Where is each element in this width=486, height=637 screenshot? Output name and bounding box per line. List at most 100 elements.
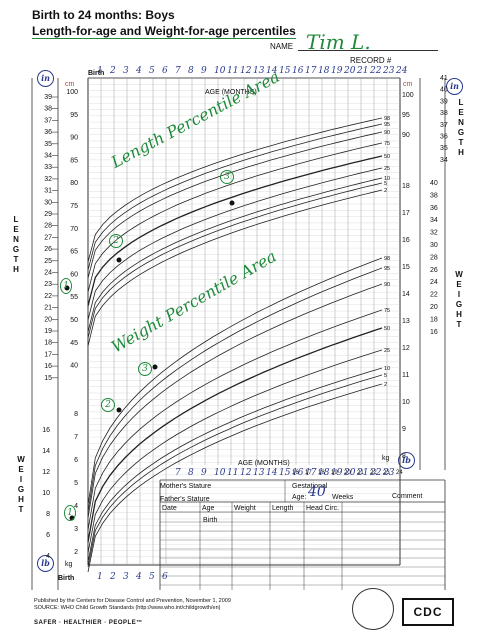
table-col-header: Weight (234, 505, 256, 512)
left-cm-tick: 95 (70, 112, 78, 119)
top-month-label: 14 (266, 66, 278, 76)
table-col-header: Head Circ. (306, 505, 340, 512)
length-percentile-label: 25 (384, 166, 390, 172)
top-month-label: 7 (175, 66, 181, 76)
mark-length-2: 2 (109, 234, 123, 248)
right-lb-tick: 20 (430, 304, 438, 311)
left-cm-tick: 40 (70, 363, 78, 370)
left-inch-tick: 31 (44, 188, 52, 195)
measurement-point (116, 257, 122, 263)
left-lb-tick: 8 (46, 511, 50, 518)
left-cm-tick: 70 (70, 226, 78, 233)
length-percentile-label: 95 (384, 122, 390, 128)
right-kg-tick: 11 (402, 372, 409, 379)
mark-weight-3: 3 (138, 362, 152, 376)
left-inch-tick: 29 (44, 211, 52, 218)
bottom-month-printed: 22 (370, 470, 377, 476)
left-cm-tick: 60 (70, 271, 78, 278)
bottom-month-handwritten: 15 (279, 468, 291, 478)
name-line (298, 50, 438, 51)
bottom-month-handwritten: 22 (370, 468, 382, 478)
left-cm-tick: 55 (70, 294, 78, 301)
left-inch-tick: 19 (44, 328, 52, 335)
left-cm-unit: cm (65, 81, 75, 88)
right-kg-tick: 18 (402, 183, 410, 190)
right-lb-tick: 18 (430, 316, 438, 323)
mark-length-1: 1 (60, 278, 72, 294)
gestational-age-value: 40 (308, 484, 326, 500)
bottom-month-printed: 16 (292, 470, 299, 476)
right-lb-tick: 22 (430, 292, 438, 299)
left-inch-tick: 17 (44, 351, 52, 358)
right-lb-tick: 26 (430, 267, 438, 274)
footer-line2: SOURCE: WHO Child Growth Standards (http… (34, 605, 221, 611)
weight-percentile-label: 10 (384, 366, 390, 372)
name-value: Tim L. (306, 30, 371, 54)
table-col-header: Length (272, 505, 294, 512)
left-kg-tick: 4 (74, 503, 78, 510)
weight-curve-98 (87, 257, 383, 506)
bottom-month-left: 2 (110, 572, 116, 582)
table-col-header: Age (202, 505, 215, 512)
top-month-label: 12 (240, 66, 252, 76)
bottom-month-handwritten: 18 (318, 468, 330, 478)
right-inch-tick: 34 (440, 157, 448, 164)
left-inch-tick: 21 (44, 305, 52, 312)
left-inch-tick: 22 (44, 293, 52, 300)
right-inch-tick: 37 (440, 122, 448, 129)
right-kg-tick: 16 (402, 237, 410, 244)
weight-percentile-label: 95 (384, 266, 390, 272)
bottom-month-handwritten: 21 (357, 468, 369, 478)
length-curve-25 (87, 167, 383, 321)
lb-unit-right: lb (398, 452, 415, 469)
length-curve-50 (87, 155, 383, 307)
hhs-seal (352, 588, 394, 630)
left-inch-tick: 34 (44, 153, 52, 160)
length-curve-5 (87, 182, 383, 339)
right-inch-tick: 38 (440, 110, 448, 117)
mark-length-3: 3 (220, 170, 234, 184)
right-inch-tick: 35 (440, 145, 448, 152)
weight-percentile-label: 50 (384, 326, 390, 332)
inch-unit-left: in (37, 70, 54, 87)
length-percentile-label: 98 (384, 116, 390, 122)
weight-curve-95 (87, 267, 383, 513)
cdc-logo: CDC (402, 598, 454, 626)
bottom-month-left: 3 (123, 572, 129, 582)
fathers-stature: Father's Stature (160, 496, 210, 503)
left-cm-tick: 45 (70, 340, 78, 347)
measurement-point (152, 364, 158, 370)
bottom-month-handwritten: 7 (175, 468, 181, 478)
left-kg-unit: kg (65, 561, 73, 568)
weight-percentile-label: 75 (384, 308, 390, 314)
right-kg-tick: 9 (402, 426, 406, 433)
bottom-month-printed: 17 (305, 470, 312, 476)
top-month-label: 3 (123, 66, 129, 76)
bottom-month-handwritten: 23 (383, 468, 395, 478)
weight-curve-75 (87, 309, 383, 531)
top-month-label: 9 (201, 66, 207, 76)
left-inch-tick: 18 (44, 340, 52, 347)
length-percentile-label: 50 (384, 154, 390, 160)
bottom-month-handwritten: 13 (253, 468, 265, 478)
left-kg-tick: 8 (74, 411, 78, 418)
footer-text: Published by the Centers for Disease Con… (34, 598, 231, 612)
left-kg-tick: 3 (74, 526, 78, 533)
top-month-label: 8 (188, 66, 194, 76)
bottom-month-printed: 21 (357, 470, 364, 476)
right-lb-tick: 36 (430, 205, 438, 212)
bottom-month-handwritten: 10 (214, 468, 226, 478)
left-inch-tick: 25 (44, 258, 52, 265)
right-kg-tick: 15 (402, 264, 410, 271)
chart-grid (31, 77, 446, 590)
table-col-header: Date (162, 505, 177, 512)
gestational-label: Gestational (292, 483, 328, 490)
right-kg-tick: 12 (402, 345, 410, 352)
bottom-month-handwritten: 14 (266, 468, 278, 478)
weight-curve-2 (87, 383, 383, 573)
bottom-month-printed: 18 (318, 470, 325, 476)
length-curve-10 (87, 177, 383, 333)
